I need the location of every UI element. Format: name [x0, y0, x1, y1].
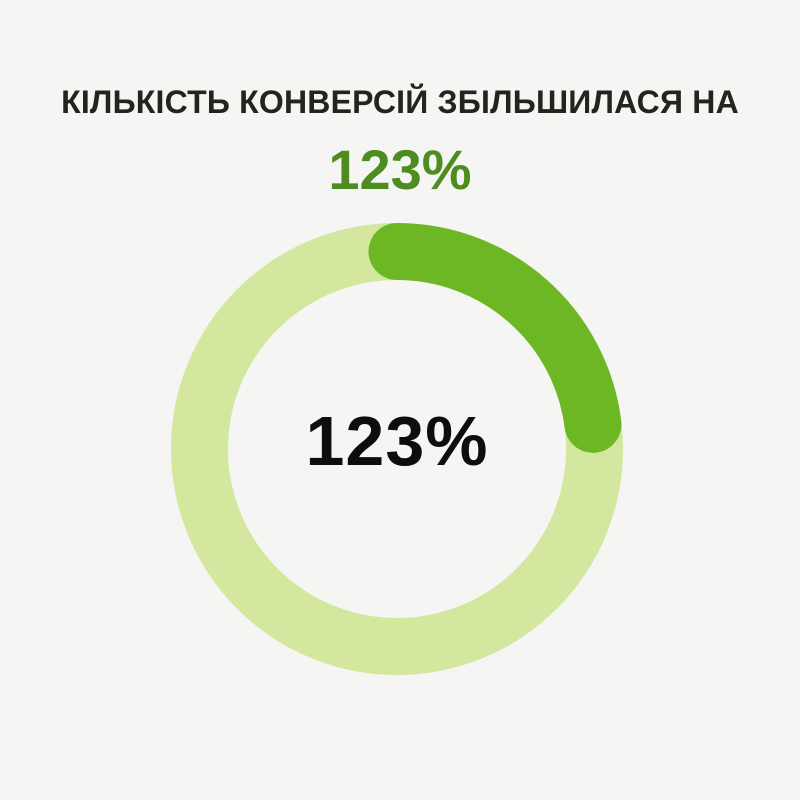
donut-chart-svg: [171, 223, 623, 675]
highlight-percent: 123%: [328, 138, 472, 201]
donut-chart: 123%: [171, 223, 623, 675]
page-title: КІЛЬКІСТЬ КОНВЕРСІЙ ЗБІЛЬШИЛАСЯ НА: [61, 84, 739, 120]
donut-center-label: 123%: [305, 402, 489, 480]
donut-ring-progress: [171, 223, 623, 675]
